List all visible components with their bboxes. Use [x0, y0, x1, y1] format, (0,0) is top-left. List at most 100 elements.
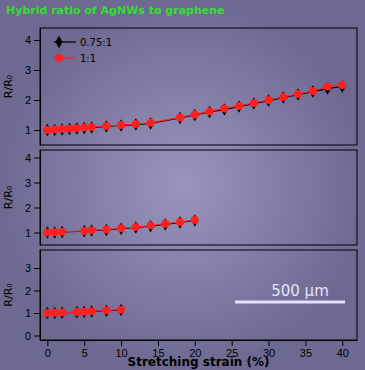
marker: [44, 124, 51, 136]
data-layer: [43, 214, 198, 238]
marker: [132, 120, 140, 128]
marker: [206, 106, 213, 118]
y-tick-label: 3: [25, 177, 31, 189]
marker: [117, 306, 125, 314]
y-tick-label: 2: [25, 202, 31, 214]
panel: 1 2 3 4 R/R₀: [2, 150, 357, 246]
marker: [191, 110, 199, 118]
legend-entry: 0.75:1: [54, 36, 112, 48]
marker: [88, 123, 96, 131]
y-tick-label: 3: [25, 64, 31, 76]
marker: [250, 99, 258, 107]
marker: [102, 122, 110, 130]
marker: [51, 307, 58, 319]
marker: [191, 109, 198, 121]
y-tick: 2: [25, 202, 40, 214]
marker: [59, 307, 66, 319]
x-tick: 35: [300, 340, 312, 359]
scale-bar: [235, 301, 345, 304]
y-tick-mark: [34, 313, 40, 314]
marker: [132, 221, 139, 233]
x-tick-label: 10: [115, 347, 127, 359]
y-axis: 0123: [25, 251, 41, 342]
x-tick: 10: [115, 340, 127, 359]
x-tick-label: 35: [300, 347, 312, 359]
marker: [43, 309, 51, 317]
marker: [51, 125, 59, 133]
legend-marker: [55, 54, 63, 62]
legend-label: 1:1: [80, 53, 96, 64]
y-tick-label: 1: [25, 124, 31, 136]
y-tick-mark: [34, 268, 40, 269]
y-axis-line: [40, 251, 41, 341]
marker: [80, 308, 88, 316]
y-tick-mark: [34, 233, 40, 234]
marker: [43, 229, 51, 237]
marker: [294, 88, 301, 100]
y-tick-mark: [34, 291, 40, 292]
panel: 1234R/R₀Hybrid ratio of AgNWs to graphen…: [2, 4, 357, 146]
marker: [88, 305, 95, 317]
y-tick-mark: [34, 70, 40, 71]
marker: [294, 90, 302, 98]
x-tick-mark: [121, 340, 122, 346]
y-axis-line: [40, 151, 41, 246]
y-tick-mark: [34, 158, 40, 159]
marker: [103, 120, 110, 132]
marker: [206, 107, 214, 115]
y-tick-label: 1: [25, 307, 31, 319]
marker: [81, 225, 88, 237]
y-tick: 1: [25, 227, 40, 239]
marker: [147, 220, 154, 232]
marker: [235, 100, 242, 112]
data-layer: [43, 304, 125, 319]
x-tick-label: 0: [45, 347, 51, 359]
series-line: [47, 87, 342, 131]
marker: [265, 96, 273, 104]
marker: [73, 308, 81, 316]
y-axis-title: R/R₀: [2, 74, 15, 98]
y-axis-title: R/R₀: [2, 185, 15, 209]
x-tick-mark: [305, 340, 306, 346]
x-tick-mark: [195, 340, 196, 346]
y-tick-label: 1: [25, 227, 31, 239]
plot-frame: [40, 250, 357, 340]
series-line: [47, 85, 342, 130]
y-tick: 3: [25, 64, 40, 76]
legend-label: 0.75:1: [80, 37, 112, 48]
y-tick-label: 0: [25, 330, 31, 342]
legend-marker: [55, 36, 62, 48]
marker: [176, 218, 184, 226]
y-tick: 3: [25, 262, 40, 274]
y-tick-label: 4: [25, 34, 31, 46]
marker: [147, 222, 155, 230]
y-tick: 0: [25, 330, 40, 342]
background: [0, 0, 365, 370]
marker: [81, 122, 88, 134]
marker: [235, 102, 243, 110]
x-tick: 5: [82, 340, 88, 359]
legend-entry: 1:1: [54, 53, 96, 64]
y-tick: 1: [25, 124, 40, 136]
marker: [88, 226, 96, 234]
marker: [147, 117, 154, 129]
marker: [309, 87, 317, 95]
legend: 0.75:1 1:1: [54, 36, 112, 64]
marker: [73, 122, 80, 134]
plot-frame: [40, 150, 357, 245]
x-axis-line: [41, 340, 358, 341]
y-tick-mark: [34, 208, 40, 209]
marker: [176, 113, 184, 121]
marker: [43, 126, 51, 134]
panel: 01230510152025303540R/R₀Stretching strai…: [2, 250, 358, 369]
y-tick-label: 4: [25, 152, 31, 164]
y-tick-mark: [34, 40, 40, 41]
y-tick: 2: [25, 94, 40, 106]
marker: [147, 119, 155, 127]
x-tick-mark: [342, 340, 343, 346]
marker: [51, 124, 58, 136]
marker: [103, 224, 110, 236]
x-tick-mark: [158, 340, 159, 346]
y-tick-label: 3: [25, 262, 31, 274]
marker: [265, 94, 272, 106]
